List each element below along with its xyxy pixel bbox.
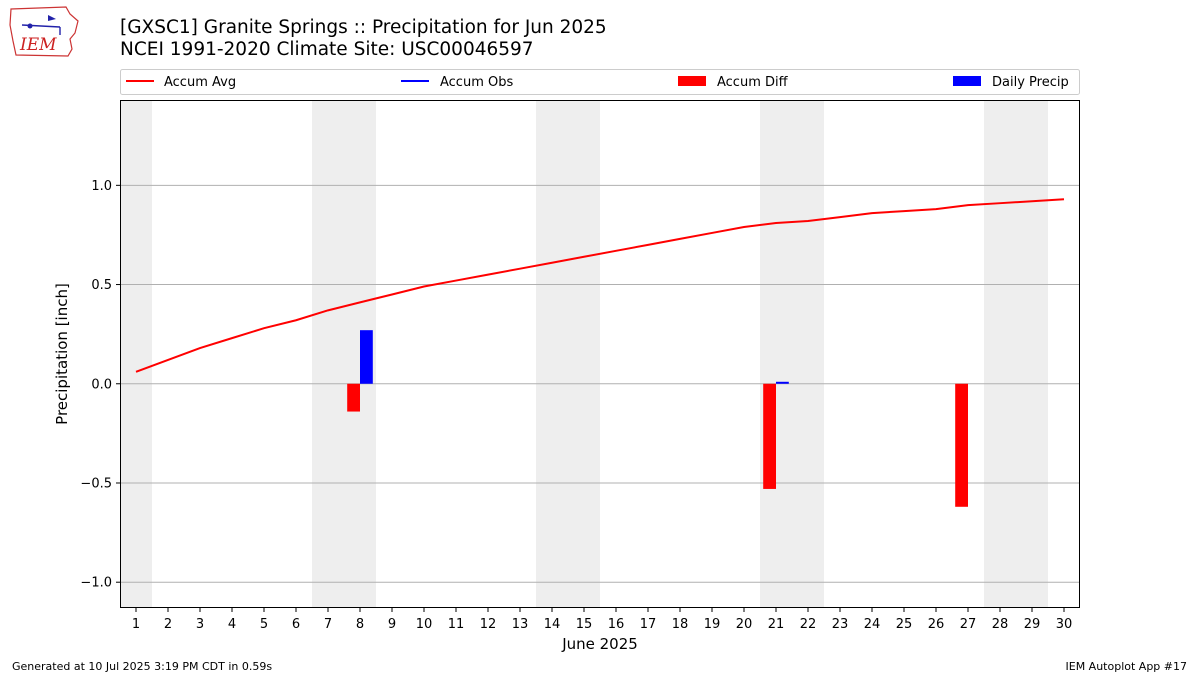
x-tick-label: 23 bbox=[832, 617, 849, 632]
legend-label-accum-obs: Accum Obs bbox=[440, 75, 513, 90]
y-tick-label: −0.5 bbox=[80, 476, 112, 491]
x-tick-label: 7 bbox=[324, 617, 332, 632]
logo-flag-icon bbox=[48, 15, 56, 21]
x-tick-label: 27 bbox=[960, 617, 977, 632]
y-tick-label: 0.5 bbox=[91, 278, 112, 293]
legend-label-daily-precip: Daily Precip bbox=[992, 75, 1069, 90]
x-tick-label: 28 bbox=[992, 617, 1009, 632]
bars-layer bbox=[347, 330, 968, 507]
bar-accum-diff-day-27 bbox=[955, 383, 968, 507]
x-tick-label: 3 bbox=[196, 617, 204, 632]
legend-swatch-daily-precip bbox=[953, 76, 981, 86]
logo-station-icon bbox=[27, 23, 33, 29]
x-tick-label: 26 bbox=[928, 617, 945, 632]
weekend-shade-day-28 bbox=[984, 100, 1016, 608]
x-tick-label: 13 bbox=[512, 617, 529, 632]
weekend-shading bbox=[120, 100, 1048, 608]
x-tick-label: 10 bbox=[416, 617, 433, 632]
iem-logo-icon: IEM bbox=[9, 6, 79, 57]
y-tick-label: 1.0 bbox=[91, 179, 112, 194]
chart-title: [GXSC1] Granite Springs :: Precipitation… bbox=[120, 17, 607, 38]
x-tick-label: 30 bbox=[1056, 617, 1073, 632]
logo-text: IEM bbox=[19, 35, 57, 55]
chart-subtitle: NCEI 1991-2020 Climate Site: USC00046597 bbox=[120, 39, 534, 60]
x-tick-label: 2 bbox=[164, 617, 172, 632]
weekend-shade-day-21 bbox=[760, 100, 792, 608]
plot-frame bbox=[120, 100, 1080, 608]
weekend-shade-day-29 bbox=[1016, 100, 1048, 608]
x-tick-label: 14 bbox=[544, 617, 561, 632]
x-tick-label: 15 bbox=[576, 617, 593, 632]
x-tick-label: 19 bbox=[704, 617, 721, 632]
bar-accum-diff-day-8 bbox=[347, 383, 360, 412]
x-tick-label: 21 bbox=[768, 617, 785, 632]
weekend-shade-day-7 bbox=[312, 100, 344, 608]
legend-label-accum-avg: Accum Avg bbox=[164, 75, 236, 90]
y-tick-label: 0.0 bbox=[91, 377, 112, 392]
lines-layer bbox=[135, 198, 1065, 373]
footer-app-label: IEM Autoplot App #17 bbox=[1065, 660, 1188, 673]
y-tick-label: −1.0 bbox=[80, 576, 112, 591]
legend-frame bbox=[120, 69, 1080, 95]
weekend-shade-day-15 bbox=[568, 100, 600, 608]
x-axis: 1 2 3 4 5 6 7 8 9 10 11 12 13 14 15 16 17 18 19 20 21 22 23 24 2… bbox=[132, 608, 1072, 632]
x-tick-label: 25 bbox=[896, 617, 913, 632]
y-axis-label: Precipitation [inch] bbox=[53, 283, 71, 425]
x-tick-label: 29 bbox=[1024, 617, 1041, 632]
x-tick-label: 6 bbox=[292, 617, 300, 632]
x-axis-label: June 2025 bbox=[561, 635, 638, 653]
x-tick-label: 9 bbox=[388, 617, 396, 632]
y-axis: −1.0 −0.5 0.0 0.5 1.0 bbox=[80, 179, 120, 591]
weekend-shade-day-14 bbox=[536, 100, 568, 608]
legend: Accum Avg Accum Obs Accum Diff Daily Pre… bbox=[120, 69, 1080, 95]
x-tick-label: 8 bbox=[356, 617, 364, 632]
bar-daily-precip-day-8 bbox=[360, 330, 373, 384]
x-tick-label: 24 bbox=[864, 617, 881, 632]
x-tick-label: 5 bbox=[260, 617, 268, 632]
iowa-outline-icon bbox=[9, 6, 79, 57]
legend-label-accum-diff: Accum Diff bbox=[717, 75, 789, 90]
y-gridlines bbox=[120, 184, 1080, 583]
x-tick-label: 18 bbox=[672, 617, 689, 632]
x-tick-label: 20 bbox=[736, 617, 753, 632]
legend-swatch-accum-diff bbox=[678, 76, 706, 86]
x-tick-label: 16 bbox=[608, 617, 625, 632]
x-tick-label: 22 bbox=[800, 617, 817, 632]
weekend-shade-day-1 bbox=[120, 100, 152, 608]
x-tick-label: 4 bbox=[228, 617, 236, 632]
x-tick-label: 17 bbox=[640, 617, 657, 632]
bar-accum-diff-day-21 bbox=[763, 383, 776, 489]
weekend-shade-day-22 bbox=[792, 100, 824, 608]
footer-generated-text: Generated at 10 Jul 2025 3:19 PM CDT in … bbox=[12, 660, 273, 673]
bar-daily-precip-day-21 bbox=[776, 381, 789, 384]
line-accum-avg bbox=[135, 198, 1065, 373]
x-tick-label: 1 bbox=[132, 617, 140, 632]
x-tick-label: 11 bbox=[448, 617, 465, 632]
x-tick-label: 12 bbox=[480, 617, 497, 632]
